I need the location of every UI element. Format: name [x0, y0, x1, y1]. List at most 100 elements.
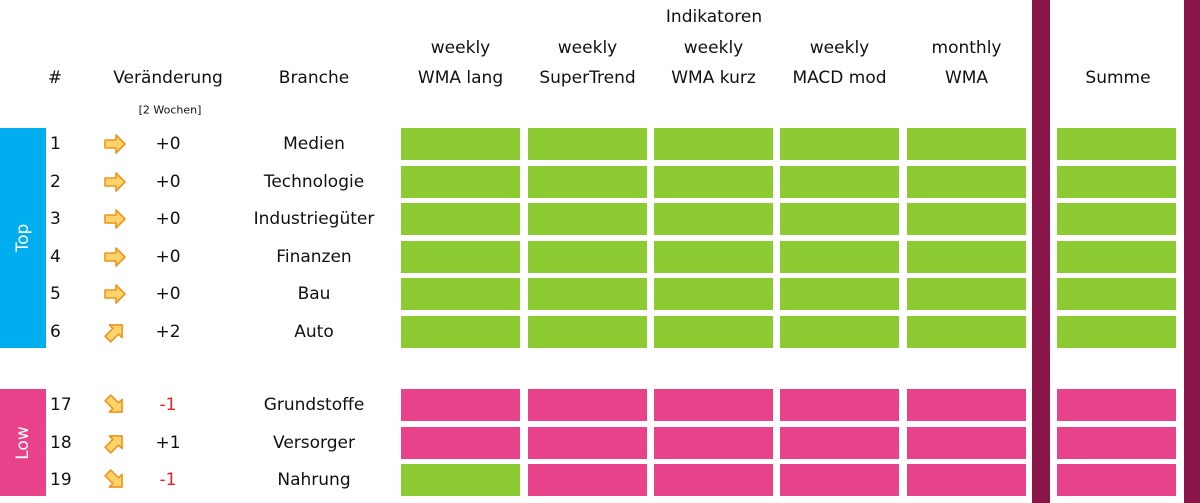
sector: Technologie — [263, 171, 365, 192]
signal-cell — [401, 426, 520, 459]
col-header: Summe — [1085, 68, 1151, 88]
arrow-icon — [104, 134, 126, 154]
sector: Finanzen — [276, 246, 352, 267]
signal-cell — [654, 464, 773, 497]
group-label-text: Low — [13, 425, 33, 460]
trend-arrow — [103, 469, 127, 491]
divider — [1184, 0, 1200, 503]
group-label: Top — [0, 128, 46, 348]
signal-cell — [907, 426, 1026, 459]
signal-cell — [528, 203, 647, 236]
signal-cell — [528, 240, 647, 273]
signal-cell — [654, 316, 773, 348]
rank: 19 — [50, 470, 72, 491]
col-header: weekly — [430, 38, 491, 58]
change: +0 — [155, 246, 181, 267]
signal-cell — [907, 203, 1026, 236]
signal-cell — [401, 278, 520, 311]
trend-arrow — [103, 246, 127, 268]
change: -1 — [159, 470, 177, 491]
col-header: WMA kurz — [671, 68, 756, 88]
signal-cell — [528, 165, 647, 198]
change: +1 — [155, 432, 181, 453]
signal-cell — [907, 389, 1026, 421]
signal-cell — [528, 426, 647, 459]
trend-arrow — [103, 133, 127, 155]
signal-cell — [401, 203, 520, 236]
col-header: # — [47, 68, 63, 88]
signal-cell — [654, 203, 773, 236]
trend-arrow — [103, 321, 127, 343]
arrow-icon — [104, 171, 126, 192]
group-header: Indikatoren — [665, 7, 763, 27]
signal-cell — [654, 240, 773, 273]
sector: Versorger — [273, 432, 355, 453]
signal-cell — [907, 128, 1026, 160]
arrow-icon — [104, 324, 123, 343]
trend-arrow — [103, 394, 127, 416]
signal-cell — [780, 240, 899, 273]
arrow-icon — [104, 434, 123, 454]
sector: Auto — [294, 322, 334, 342]
signal-cell — [780, 165, 899, 198]
signal-cell — [907, 278, 1026, 311]
signal-cell — [907, 464, 1026, 497]
rank: 6 — [50, 322, 61, 342]
col-header: weekly — [557, 38, 618, 58]
sector: Nahrung — [277, 470, 351, 491]
rank: 4 — [50, 246, 61, 267]
signal-cell — [401, 165, 520, 198]
change: +2 — [155, 322, 181, 342]
signal-cell — [907, 165, 1026, 198]
total-cell — [1057, 426, 1176, 459]
signal-cell — [907, 240, 1026, 273]
col-header: MACD mod — [792, 68, 887, 88]
sector: Industriegüter — [253, 209, 375, 230]
total-cell — [1057, 464, 1176, 497]
signal-cell — [780, 426, 899, 459]
trend-arrow — [103, 171, 127, 193]
total-cell — [1057, 278, 1176, 311]
col-header: SuperTrend — [539, 68, 636, 88]
group-label: Low — [0, 389, 46, 497]
total-cell — [1057, 203, 1176, 236]
signal-cell — [780, 464, 899, 497]
rank: 1 — [50, 134, 61, 154]
trend-arrow — [103, 283, 127, 305]
total-cell — [1057, 240, 1176, 273]
col-header: Branche — [278, 68, 350, 88]
arrow-icon — [104, 394, 123, 413]
arrow-icon — [104, 246, 126, 267]
divider — [1032, 0, 1050, 503]
rank: 5 — [50, 284, 61, 305]
signal-cell — [401, 240, 520, 273]
total-cell — [1057, 389, 1176, 421]
signal-cell — [401, 389, 520, 421]
group-label-text: Top — [13, 223, 33, 253]
signal-cell — [528, 278, 647, 311]
total-cell — [1057, 128, 1176, 160]
signal-cell — [780, 278, 899, 311]
trend-arrow — [103, 432, 127, 454]
total-cell — [1057, 165, 1176, 198]
signal-cell — [528, 389, 647, 421]
signal-cell — [654, 426, 773, 459]
signal-cell — [780, 203, 899, 236]
change: +0 — [155, 284, 181, 305]
rank: 3 — [50, 209, 61, 230]
signal-cell — [528, 128, 647, 160]
trend-arrow — [103, 208, 127, 230]
signal-cell — [654, 128, 773, 160]
change: +0 — [155, 134, 181, 154]
signal-cell — [528, 464, 647, 497]
signal-cell — [654, 389, 773, 421]
signal-cell — [654, 165, 773, 198]
rank: 2 — [50, 171, 61, 192]
col-header: weekly — [809, 38, 870, 58]
col-header: Veränderung — [113, 68, 223, 88]
signal-cell — [780, 128, 899, 160]
change: +0 — [155, 171, 181, 192]
sector: Medien — [283, 134, 345, 154]
total-cell — [1057, 316, 1176, 348]
